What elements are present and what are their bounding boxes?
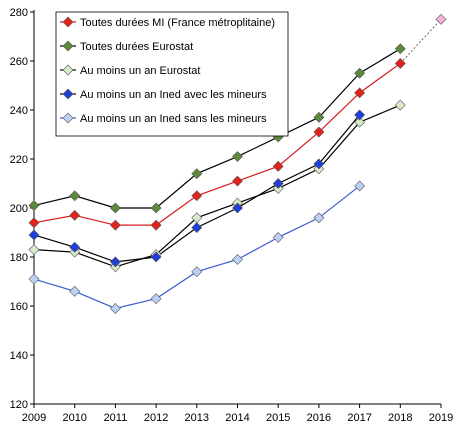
data-point-au-moins-un-an-ined-avec-les-mineurs — [272, 178, 284, 189]
legend-label-toutes-durees-mi-france-metroplitaine: Toutes durées MI (France métroplitaine) — [80, 17, 275, 29]
y-axis-ticks: 120 140 160 180 200 220 240 260 280 — [10, 7, 34, 411]
legend-label-au-moins-un-an-ined-sans-les-mineurs: Au moins un an Ined sans les mineurs — [80, 113, 267, 125]
data-point-au-moins-un-an-ined-sans-les-mineurs — [109, 303, 121, 314]
legend-marker-toutes-durees-mi-france-metroplitaine — [62, 16, 74, 28]
y-tick-label: 140 — [10, 350, 28, 362]
data-point-au-moins-un-an-ined-avec-les-mineurs — [191, 222, 203, 234]
data-point-toutes-durees-mi-france-metroplitaine — [354, 87, 366, 99]
x-tick-label: 2016 — [307, 412, 331, 424]
data-point-au-moins-un-an-ined-avec-les-mineurs — [313, 158, 325, 170]
x-tick-label: 2017 — [347, 412, 371, 424]
data-point-au-moins-un-an-eurostat — [394, 99, 406, 111]
data-point-toutes-durees-eurostat — [28, 200, 40, 211]
data-point-toutes-durees-eurostat — [394, 43, 406, 55]
data-point-toutes-durees-eurostat — [354, 67, 366, 79]
y-tick-label: 280 — [10, 7, 28, 19]
data-point-au-moins-un-an-ined-sans-les-mineurs — [191, 266, 203, 278]
data-point-toutes-durees-eurostat — [109, 202, 121, 214]
y-tick-label: 160 — [10, 301, 28, 313]
x-tick-label: 2013 — [185, 412, 209, 424]
x-tick-label: 2018 — [388, 412, 412, 424]
data-point-au-moins-un-an-ined-avec-les-mineurs — [28, 229, 40, 241]
data-point-toutes-durees-eurostat — [69, 190, 81, 202]
y-tick-label: 260 — [10, 56, 28, 68]
legend-marker-au-moins-un-an-ined-avec-les-mineurs — [62, 88, 74, 100]
data-point-toutes-durees-mi-france-metroplitaine — [28, 217, 40, 229]
data-point-au-moins-un-an-eurostat — [354, 116, 366, 128]
data-point-au-moins-un-an-ined-sans-les-mineurs — [69, 285, 81, 297]
x-tick-label: 2010 — [62, 412, 86, 424]
series-line-toutes-durees-mi-france-metroplitaine — [33, 62, 401, 226]
data-point-au-moins-un-an-ined-avec-les-mineurs — [69, 241, 81, 253]
series-line-au-moins-un-an-eurostat — [33, 104, 401, 268]
legend-label-au-moins-un-an-ined-avec-les-mineurs: Au moins un an Ined avec les mineurs — [80, 89, 267, 101]
projection-point — [435, 13, 447, 25]
y-tick-label: 200 — [10, 203, 28, 215]
data-point-toutes-durees-mi-france-metroplitaine — [150, 219, 162, 231]
x-tick-label: 2012 — [144, 412, 168, 424]
data-point-toutes-durees-mi-france-metroplitaine — [191, 190, 203, 202]
x-tick-label: 2011 — [104, 412, 128, 424]
data-point-toutes-durees-mi-france-metroplitaine — [109, 219, 121, 231]
legend-marker-toutes-durees-eurostat — [62, 40, 74, 52]
y-tick-label: 240 — [10, 105, 28, 117]
projection-group — [400, 19, 442, 64]
series-line-toutes-durees-eurostat — [33, 48, 401, 209]
x-axis-ticks: 2009 2010 2011 2012 2013 2014 2015 2016 2017 2018… — [22, 404, 453, 424]
legend-marker-au-moins-un-an-ined-sans-les-mineurs — [62, 112, 74, 124]
data-point-au-moins-un-an-ined-sans-les-mineurs — [272, 231, 284, 243]
data-point-toutes-durees-eurostat — [150, 202, 162, 214]
legend-marker-au-moins-un-an-eurostat — [62, 64, 74, 76]
legend-box — [55, 11, 289, 137]
data-point-toutes-durees-mi-france-metroplitaine — [69, 209, 81, 221]
x-tick-label: 2015 — [266, 412, 290, 424]
legend-label-toutes-durees-eurostat: Toutes durées Eurostat — [80, 41, 193, 53]
data-point-au-moins-un-an-ined-avec-les-mineurs — [150, 251, 162, 263]
data-point-toutes-durees-mi-france-metroplitaine — [232, 175, 243, 187]
data-point-toutes-durees-mi-france-metroplitaine — [313, 126, 325, 138]
data-point-toutes-durees-eurostat — [313, 111, 325, 123]
data-point-au-moins-un-an-ined-avec-les-mineurs — [354, 109, 366, 121]
y-tick-label: 220 — [10, 154, 28, 166]
chart-legend: Toutes durées MI (France métroplitaine) T… — [55, 11, 289, 137]
data-point-toutes-durees-eurostat — [191, 168, 203, 180]
data-point-toutes-durees-mi-france-metroplitaine — [394, 58, 406, 69]
series-line-au-moins-un-an-ined-avec-les-mineurs — [33, 114, 361, 263]
y-tick-label: 120 — [10, 399, 28, 411]
projection-line — [400, 19, 442, 64]
x-tick-label: 2019 — [429, 412, 453, 424]
x-tick-label: 2014 — [225, 412, 249, 424]
data-point-au-moins-un-an-ined-sans-les-mineurs — [232, 254, 243, 265]
data-point-au-moins-un-an-ined-sans-les-mineurs — [313, 212, 325, 224]
data-point-au-moins-un-an-ined-sans-les-mineurs — [150, 293, 162, 305]
x-tick-label: 2009 — [22, 412, 46, 424]
series-line-au-moins-un-an-ined-sans-les-mineurs — [33, 185, 360, 310]
data-point-au-moins-un-an-eurostat — [28, 244, 40, 256]
y-tick-label: 180 — [10, 252, 28, 264]
data-point-toutes-durees-mi-france-metroplitaine — [272, 160, 284, 172]
series-markers — [28, 13, 447, 314]
data-point-au-moins-un-an-ined-avec-les-mineurs — [232, 202, 243, 214]
data-point-au-moins-un-an-ined-sans-les-mineurs — [28, 273, 40, 285]
data-point-au-moins-un-an-ined-sans-les-mineurs — [354, 180, 366, 192]
data-point-toutes-durees-eurostat — [232, 151, 243, 162]
data-point-au-moins-un-an-ined-avec-les-mineurs — [109, 256, 121, 268]
legend-label-au-moins-un-an-eurostat: Au moins un an Eurostat — [80, 65, 200, 77]
